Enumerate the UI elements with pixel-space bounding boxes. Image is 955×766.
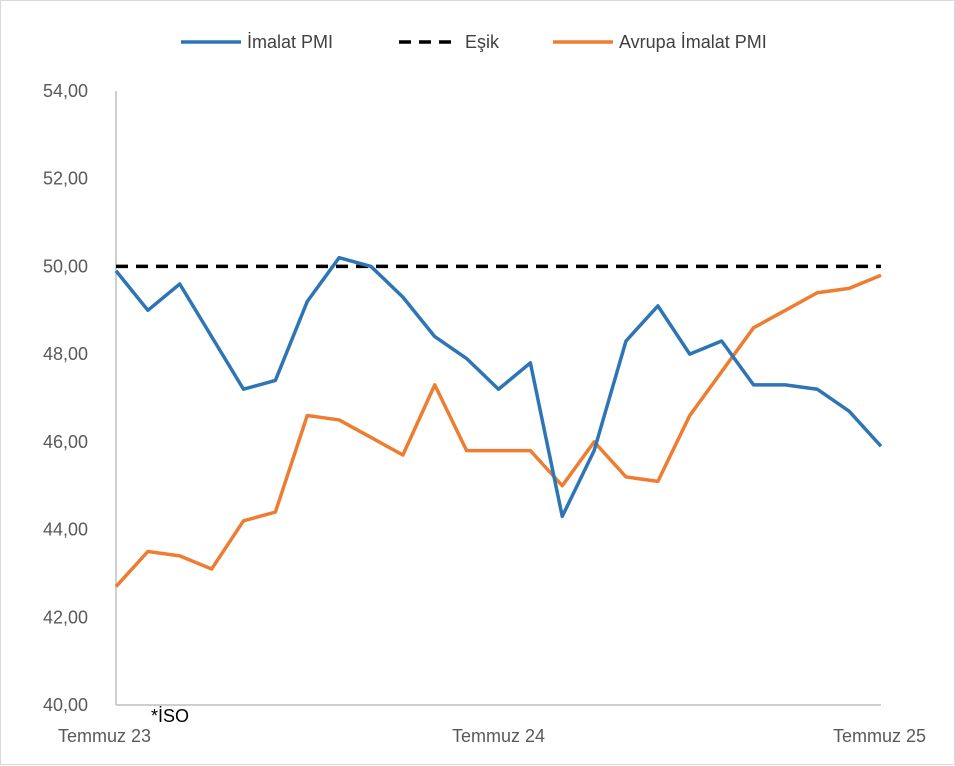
x-tick-label: Temmuz 25 — [833, 726, 926, 746]
annotation-note: *İSO — [151, 706, 189, 726]
y-tick-label: 54,00 — [43, 81, 88, 101]
series-line-avrupa-imalat-pmi — [114, 273, 882, 588]
legend-label: Eşik — [465, 32, 500, 52]
y-tick-label: 42,00 — [43, 607, 88, 627]
x-tick-label: Temmuz 23 — [58, 726, 151, 746]
x-tick-label: Temmuz 24 — [452, 726, 545, 746]
y-tick-label: 52,00 — [43, 169, 88, 189]
y-tick-label: 40,00 — [43, 695, 88, 715]
x-axis: Temmuz 23 Temmuz 24 Temmuz 25 — [58, 704, 926, 746]
y-tick-label: 50,00 — [43, 256, 88, 276]
legend: İmalat PMI Eşik Avrupa İmalat PMI — [181, 32, 767, 52]
legend-label: Avrupa İmalat PMI — [619, 32, 767, 52]
y-axis: 40,00 42,00 44,00 46,00 48,00 50,00 52,00 54,00 — [43, 81, 117, 715]
legend-label: İmalat PMI — [247, 32, 333, 52]
series-line-imalat-pmi — [114, 255, 883, 519]
y-tick-label: 48,00 — [43, 344, 88, 364]
y-tick-label: 46,00 — [43, 432, 88, 452]
series-layer — [114, 255, 883, 588]
y-tick-label: 44,00 — [43, 520, 88, 540]
